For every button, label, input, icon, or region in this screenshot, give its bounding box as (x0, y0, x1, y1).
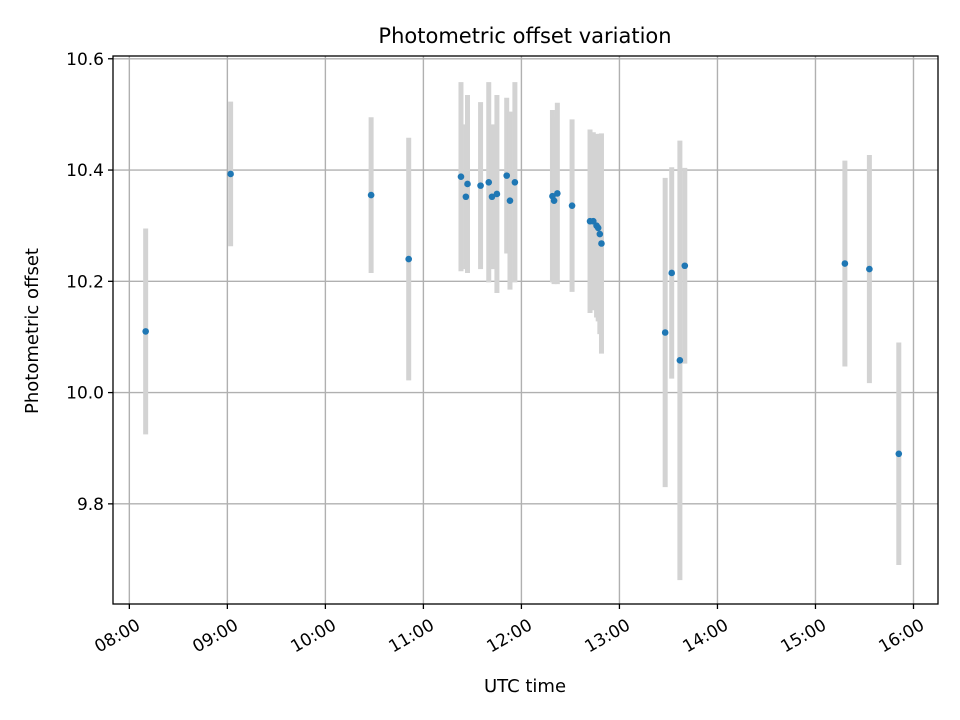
data-point (464, 180, 471, 188)
chart-title: Photometric offset variation (378, 24, 671, 48)
data-point (895, 450, 903, 458)
plot-frame (112, 55, 939, 605)
data-point (503, 172, 511, 179)
x-tick-label: 16:00 (876, 615, 928, 657)
data-point (866, 265, 873, 273)
error-bars (143, 82, 902, 581)
data-point (668, 269, 676, 277)
y-tick-label: 10.0 (66, 384, 104, 404)
data-point (568, 202, 576, 209)
x-tick-label: 12:00 (483, 615, 535, 657)
data-point (554, 190, 561, 197)
y-tick-label: 10.6 (66, 50, 104, 70)
x-tick-label: 10:00 (287, 615, 339, 657)
y-tick-label: 9.8 (77, 495, 104, 515)
x-axis-label: UTC time (484, 676, 566, 697)
data-point (594, 224, 602, 232)
data-point (841, 260, 849, 267)
data-point (142, 328, 149, 335)
y-tick-label: 10.4 (66, 161, 104, 181)
data-point (493, 190, 501, 198)
data-point (405, 255, 412, 263)
data-point (227, 170, 234, 178)
x-tick-label: 13:00 (582, 615, 634, 657)
data-point (477, 182, 484, 189)
x-tick-label: 15:00 (778, 615, 830, 657)
data-point (488, 193, 496, 201)
data-point (681, 262, 689, 270)
data-point (598, 240, 605, 247)
data-point (367, 191, 375, 199)
data-point (661, 329, 669, 336)
x-tick-label: 08:00 (91, 615, 143, 657)
y-tick-label: 10.2 (66, 272, 104, 292)
data-points (142, 170, 903, 458)
data-point (550, 197, 558, 204)
data-point (462, 193, 470, 201)
grid-lines (113, 56, 938, 604)
data-point (506, 197, 514, 204)
data-point (676, 357, 684, 364)
y-axis-label: Photometric offset (22, 248, 43, 414)
data-point (511, 178, 519, 186)
x-tick-label: 09:00 (189, 615, 241, 657)
data-point (457, 173, 465, 181)
data-point (596, 230, 604, 238)
x-tick-label: 11:00 (385, 615, 437, 657)
data-point (485, 178, 493, 186)
x-tick-label: 14:00 (680, 615, 732, 657)
